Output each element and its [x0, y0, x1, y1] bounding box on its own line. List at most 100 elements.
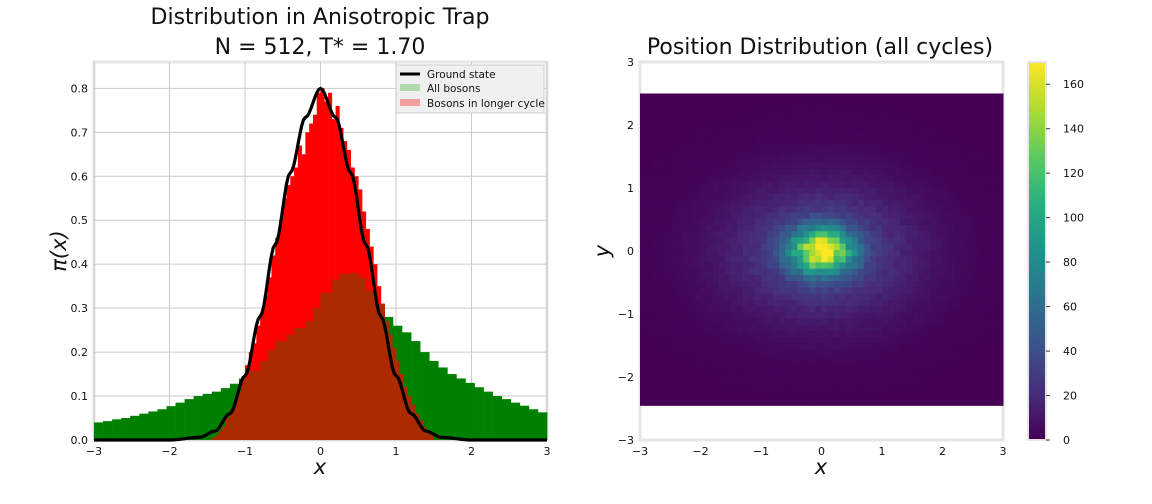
- all-bosons-bar: [166, 406, 176, 440]
- heatmap-cell: [785, 249, 792, 257]
- heatmap-cell: [797, 174, 804, 182]
- heatmap-cell: [754, 380, 762, 388]
- heatmap-cell: [833, 311, 841, 319]
- heatmap-cell: [779, 112, 786, 119]
- heatmap-cell: [724, 205, 732, 213]
- heatmap-cell: [742, 336, 750, 344]
- right-chart-title: Position Distribution (all cycles): [647, 35, 993, 60]
- heatmap-cell: [924, 280, 931, 288]
- heatmap-cell: [700, 374, 708, 381]
- heatmap-cell: [761, 105, 768, 113]
- heatmap-cell: [712, 99, 720, 107]
- heatmap-cell: [682, 180, 689, 188]
- heatmap-cell: [960, 336, 968, 344]
- heatmap-cell: [779, 168, 786, 176]
- heatmap-cell: [767, 374, 774, 381]
- heatmap-cell: [754, 342, 762, 350]
- heatmap-cell: [803, 168, 810, 176]
- heatmap-cell: [978, 392, 986, 400]
- heatmap-cell: [857, 374, 865, 381]
- heatmap-cell: [815, 286, 822, 294]
- heatmap-cell: [658, 324, 665, 332]
- heatmap-cell: [700, 199, 708, 207]
- heatmap-cell: [924, 399, 931, 406]
- heatmap-cell: [942, 105, 950, 113]
- heatmap-cell: [773, 168, 780, 176]
- heatmap-cell: [736, 99, 744, 107]
- heatmap-cell: [779, 180, 786, 188]
- heatmap-cell: [658, 299, 665, 307]
- heatmap-cell: [706, 311, 714, 319]
- heatmap-cell: [882, 212, 889, 219]
- heatmap-cell: [682, 255, 689, 263]
- heatmap-cell: [803, 224, 810, 232]
- heatmap-cell: [936, 162, 943, 169]
- heatmap-cell: [694, 374, 701, 381]
- heatmap-cell: [700, 293, 708, 300]
- heatmap-cell: [942, 336, 950, 344]
- longer-cycle-bar: [275, 237, 280, 440]
- heatmap-cell: [996, 230, 1004, 238]
- heatmap-cell: [912, 124, 919, 132]
- heatmap-cell: [900, 193, 907, 201]
- heatmap-cell: [742, 236, 750, 244]
- right-y-tick-label: −1: [618, 308, 634, 321]
- heatmap-cell: [912, 224, 919, 232]
- heatmap-cell: [700, 168, 708, 176]
- heatmap-cell: [676, 386, 683, 394]
- heatmap-cell: [894, 355, 901, 363]
- heatmap-cell: [706, 118, 714, 126]
- heatmap-cell: [797, 336, 804, 344]
- heatmap-cell: [785, 243, 792, 250]
- heatmap-cell: [682, 367, 689, 375]
- heatmap-cell: [694, 230, 701, 238]
- all-bosons-bar: [492, 396, 502, 440]
- heatmap-cell: [996, 224, 1004, 232]
- heatmap-cell: [875, 299, 883, 307]
- heatmap-cell: [996, 137, 1004, 144]
- heatmap-cell: [785, 374, 792, 381]
- heatmap-cell: [821, 330, 829, 338]
- heatmap-cell: [827, 199, 835, 207]
- heatmap-cell: [718, 367, 726, 375]
- overlap-bar: [384, 321, 389, 440]
- heatmap-cell: [652, 330, 659, 338]
- heatmap-cell: [875, 261, 883, 269]
- heatmap-cell: [646, 386, 653, 394]
- heatmap-cell: [779, 380, 786, 388]
- heatmap-cell: [984, 293, 992, 300]
- heatmap-cell: [984, 380, 992, 388]
- heatmap-cell: [646, 137, 653, 144]
- heatmap-cell: [960, 236, 968, 244]
- heatmap-cell: [869, 367, 877, 375]
- overlap-bar: [278, 341, 284, 440]
- heatmap-cell: [960, 249, 968, 257]
- heatmap-cell: [960, 299, 968, 307]
- heatmap-cell: [754, 399, 762, 406]
- heatmap-cell: [712, 193, 720, 201]
- left-y-tick-label: 0.7: [71, 126, 89, 139]
- right-x-tick-label: −1: [753, 445, 769, 458]
- heatmap-cell: [839, 230, 847, 238]
- heatmap-cell: [906, 149, 913, 157]
- heatmap-cell: [936, 361, 943, 369]
- heatmap-cell: [742, 99, 750, 107]
- heatmap-cell: [912, 261, 919, 269]
- heatmap-cell: [718, 105, 726, 113]
- heatmap-cell: [827, 230, 835, 238]
- heatmap-cell: [978, 162, 986, 169]
- heatmap-cell: [670, 243, 677, 250]
- heatmap-cell: [869, 392, 877, 400]
- heatmap-cell: [773, 124, 780, 132]
- heatmap-cell: [646, 324, 653, 332]
- heatmap-cell: [978, 311, 986, 319]
- heatmap-cell: [761, 374, 768, 381]
- heatmap-cell: [736, 286, 744, 294]
- heatmap-cell: [863, 218, 871, 225]
- heatmap-cell: [978, 280, 986, 288]
- heatmap-cell: [688, 342, 695, 350]
- heatmap-cell: [803, 268, 810, 275]
- heatmap-cell: [658, 105, 665, 113]
- heatmap-cell: [730, 399, 738, 406]
- heatmap-cell: [815, 130, 822, 138]
